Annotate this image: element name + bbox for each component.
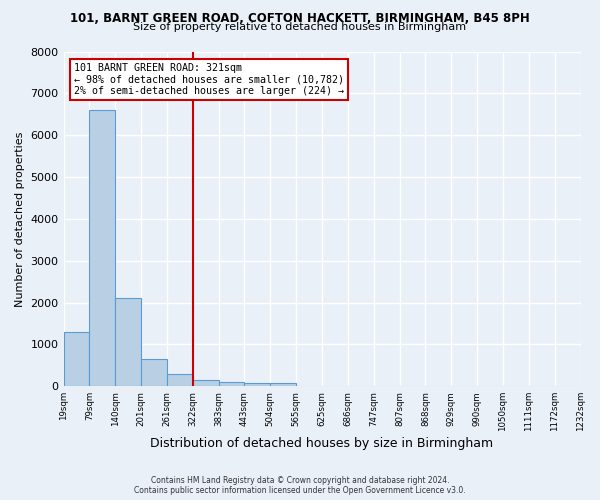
- Bar: [271, 383, 296, 386]
- Bar: [193, 380, 218, 386]
- Text: Contains HM Land Registry data © Crown copyright and database right 2024.
Contai: Contains HM Land Registry data © Crown c…: [134, 476, 466, 495]
- Bar: [141, 359, 167, 386]
- Bar: [89, 110, 115, 386]
- Text: 101, BARNT GREEN ROAD, COFTON HACKETT, BIRMINGHAM, B45 8PH: 101, BARNT GREEN ROAD, COFTON HACKETT, B…: [70, 12, 530, 26]
- Text: Size of property relative to detached houses in Birmingham: Size of property relative to detached ho…: [133, 22, 467, 32]
- Bar: [167, 374, 193, 386]
- Bar: [218, 382, 244, 386]
- Bar: [64, 332, 89, 386]
- X-axis label: Distribution of detached houses by size in Birmingham: Distribution of detached houses by size …: [151, 437, 494, 450]
- Bar: [244, 383, 271, 386]
- Text: 101 BARNT GREEN ROAD: 321sqm
← 98% of detached houses are smaller (10,782)
2% of: 101 BARNT GREEN ROAD: 321sqm ← 98% of de…: [74, 63, 344, 96]
- Y-axis label: Number of detached properties: Number of detached properties: [15, 131, 25, 306]
- Bar: [115, 298, 141, 386]
